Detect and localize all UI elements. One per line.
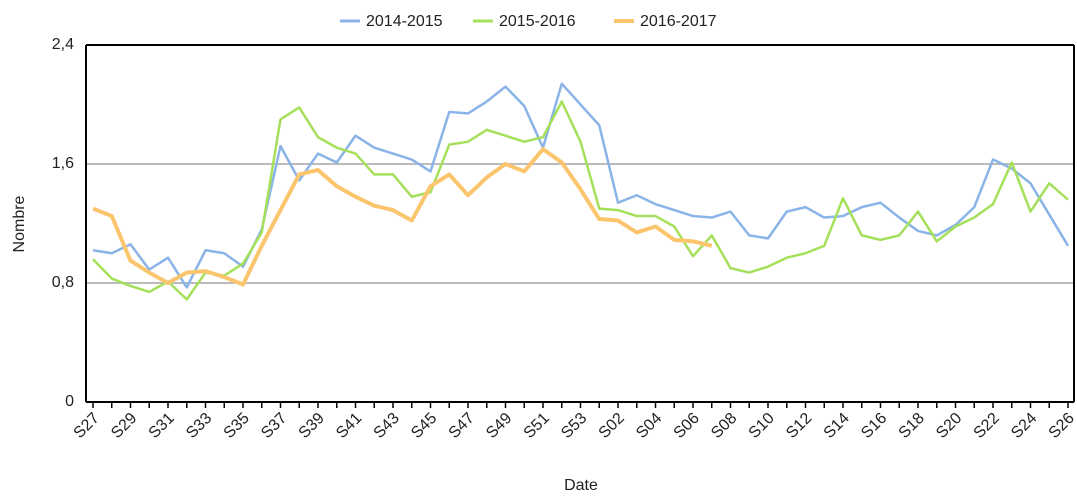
series-line [92,147,713,287]
x-tick-label: S37 [258,410,290,442]
x-tick-label: S16 [858,410,890,442]
x-tick-label: S02 [596,410,628,442]
x-tick-label: S41 [333,410,365,442]
x-tick-label: S49 [483,410,515,442]
x-tick-label: S10 [746,410,778,442]
x-tick-label: S08 [708,410,740,442]
x-tick-label: S27 [71,410,103,442]
legend-label: 2016-2017 [640,13,717,30]
y-tick-label: 0,8 [52,274,74,291]
x-tick-label: S06 [671,410,703,442]
x-tick-label: S53 [558,410,590,442]
series-line [92,100,1069,301]
x-tick-label: S45 [408,410,440,442]
x-tick-label: S18 [896,410,928,442]
legend-label: 2015-2016 [499,13,576,30]
x-tick-label: S20 [933,410,965,442]
x-tick-label: S47 [446,410,478,442]
x-tick-label: S51 [521,410,553,442]
y-tick-label: 0 [65,393,74,410]
x-tick-label: S33 [183,410,215,442]
y-axis-label: Nombre [11,195,28,252]
x-tick-label: S39 [296,410,328,442]
y-tick-label: 1,6 [52,155,74,172]
legend-label: 2014-2015 [366,13,443,30]
x-tick-label: S14 [821,410,853,442]
x-tick-label: S31 [146,410,178,442]
x-tick-label: S26 [1046,410,1077,442]
x-axis-label: Date [564,477,598,494]
x-tick-label: S12 [783,410,815,442]
x-tick-label: S24 [1008,410,1040,442]
x-tick-label: S35 [221,410,253,442]
x-tick-label: S04 [633,410,665,442]
x-tick-label: S43 [371,410,403,442]
x-tick-label: S29 [108,410,140,442]
y-tick-label: 2,4 [52,36,74,53]
series-line [92,82,1070,289]
x-tick-label: S22 [971,410,1003,442]
